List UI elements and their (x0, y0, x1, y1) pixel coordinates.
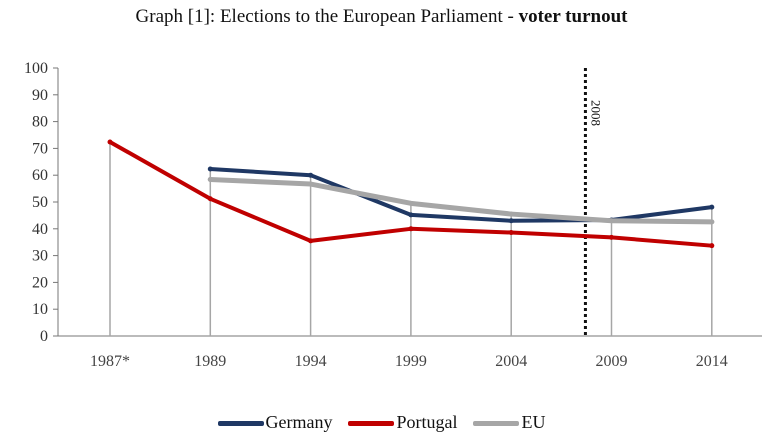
data-point-germany (308, 172, 314, 178)
legend-label: Portugal (396, 412, 458, 432)
data-point-eu (609, 218, 614, 224)
x-tick-label: 1987* (90, 353, 130, 370)
y-tick-label: 10 (32, 301, 48, 318)
legend: Germany Portugal EU (0, 412, 763, 433)
series-line-germany (208, 167, 714, 223)
data-point-portugal (508, 230, 514, 236)
event-marker-label: 2008 (588, 100, 603, 126)
data-point-germany (408, 212, 414, 218)
data-point-portugal (207, 196, 213, 202)
legend-item-portugal: Portugal (348, 412, 457, 433)
x-tick-label: 2009 (596, 353, 628, 370)
legend-label: Germany (265, 412, 333, 432)
legend-label: EU (521, 412, 546, 432)
legend-item-germany: Germany (217, 412, 333, 433)
x-tick-label: 2004 (495, 353, 527, 370)
x-tick-label: 1989 (194, 353, 226, 370)
y-tick-label: 20 (32, 274, 48, 291)
y-tick-label: 100 (24, 60, 48, 77)
y-tick-label: 0 (40, 328, 48, 345)
data-point-eu (408, 200, 414, 206)
data-point-germany (508, 218, 514, 224)
data-point-eu (709, 219, 715, 225)
data-point-portugal (709, 243, 715, 249)
data-point-eu (308, 181, 314, 187)
data-point-portugal (408, 226, 414, 232)
data-point-germany (709, 204, 715, 210)
chart-title-prefix: Graph [1]: Elections to the European Par… (135, 6, 519, 27)
y-tick-label: 80 (32, 114, 48, 131)
x-tick-label: 1994 (295, 353, 327, 370)
legend-swatch (473, 421, 520, 427)
series-line-eu (207, 176, 715, 225)
y-tick-label: 50 (32, 194, 48, 211)
chart-title: Graph [1]: Elections to the European Par… (0, 6, 763, 28)
y-tick-label: 40 (32, 221, 48, 238)
legend-item-eu: EU (473, 412, 545, 433)
y-tick-label: 60 (32, 167, 48, 184)
data-point-eu (207, 176, 213, 182)
x-tick-label: 2014 (696, 353, 728, 370)
x-tick-label: 1999 (395, 353, 427, 370)
data-point-portugal (308, 238, 314, 244)
legend-swatch (217, 421, 264, 427)
y-tick-label: 70 (32, 140, 48, 157)
data-point-portugal (107, 139, 113, 145)
legend-swatch (348, 421, 395, 427)
chart-title-bold: voter turnout (518, 6, 628, 27)
data-point-germany (207, 166, 213, 172)
y-tick-label: 90 (32, 87, 48, 104)
y-tick-label: 30 (32, 248, 48, 265)
data-point-eu (508, 211, 514, 217)
data-point-portugal (609, 234, 614, 240)
